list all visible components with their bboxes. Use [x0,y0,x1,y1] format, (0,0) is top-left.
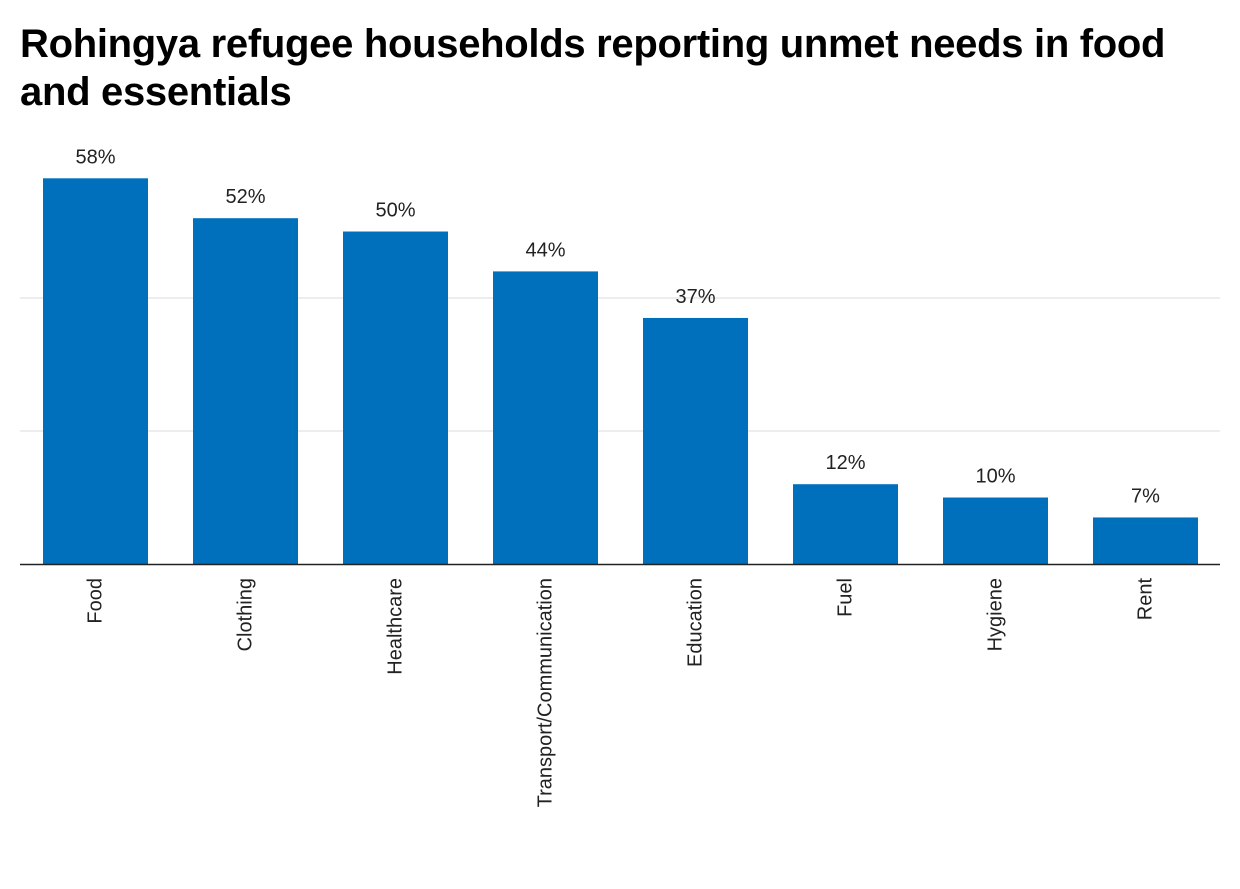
bar-clothing [193,218,298,564]
value-label: 12% [825,452,865,474]
category-labels: Food Clothing Healthcare Transport/Communic… [85,578,1157,808]
value-label: 50% [375,200,415,222]
value-label: 44% [525,239,565,261]
bar-transport-communication [493,271,598,564]
bar-rent [1093,517,1198,564]
value-labels: 58% 52% 50% 44% 37% 12% 10% 7% [75,146,1160,507]
category-label: Hygiene [985,578,1007,651]
bar-food [43,178,148,565]
category-label: Transport/Communication [535,578,557,807]
chart-title: Rohingya refugee households reporting un… [20,22,1166,114]
value-label: 10% [975,466,1015,488]
category-label: Education [685,578,707,667]
category-label: Healthcare [385,578,407,675]
bar-healthcare [343,231,448,564]
category-label: Food [85,578,107,624]
bars [43,178,1198,565]
bar-hygiene [943,497,1048,564]
value-label: 37% [675,286,715,308]
category-label: Rent [1135,578,1157,621]
bar-education [643,317,748,564]
bar-fuel [793,484,898,564]
value-label: 7% [1131,485,1160,507]
category-label: Fuel [835,578,857,617]
category-label: Clothing [235,578,257,651]
value-label: 58% [75,146,115,168]
value-label: 52% [225,186,265,208]
